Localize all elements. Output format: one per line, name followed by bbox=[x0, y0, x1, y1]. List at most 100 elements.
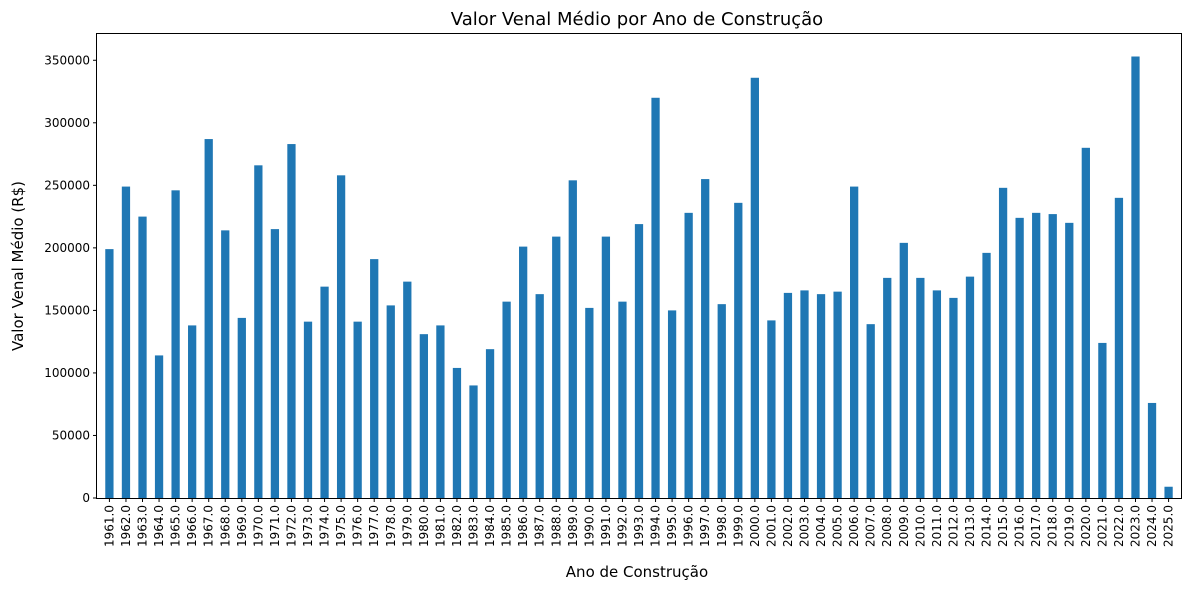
bar-1985.0 bbox=[502, 301, 511, 498]
bar-1977.0 bbox=[370, 259, 379, 498]
x-tick-label: 2003.0 bbox=[798, 505, 812, 547]
y-axis-label: Valor Venal Médio (R$) bbox=[9, 181, 27, 351]
bar-1982.0 bbox=[452, 367, 462, 498]
bar-1970.0 bbox=[254, 165, 263, 498]
x-tick-label: 1970.0 bbox=[251, 505, 265, 547]
y-tick-label: 50000 bbox=[52, 428, 90, 442]
bar-2015.0 bbox=[998, 187, 1008, 498]
bar-1994.0 bbox=[651, 97, 660, 498]
x-tick-label: 1980.0 bbox=[417, 505, 431, 547]
bar-1981.0 bbox=[436, 325, 445, 498]
bar-1968.0 bbox=[221, 230, 230, 499]
y-tick-label: 250000 bbox=[44, 178, 90, 192]
plot-frame bbox=[96, 33, 1182, 499]
x-tick-label: 2011.0 bbox=[930, 505, 944, 547]
x-tick-label: 2004.0 bbox=[814, 505, 828, 547]
x-tick-label: 1962.0 bbox=[119, 505, 133, 547]
bar-2011.0 bbox=[932, 290, 942, 498]
bar-2025.0 bbox=[1164, 486, 1173, 498]
bar-1967.0 bbox=[204, 139, 213, 498]
bar-1966.0 bbox=[188, 325, 197, 498]
y-tick-label: 200000 bbox=[44, 241, 90, 255]
x-tick-label: 1991.0 bbox=[599, 505, 613, 547]
x-tick-label: 1984.0 bbox=[483, 505, 497, 547]
x-tick-label: 1988.0 bbox=[549, 505, 563, 547]
bar-2024.0 bbox=[1147, 402, 1157, 498]
x-tick-label: 2010.0 bbox=[913, 505, 927, 547]
bar-1962.0 bbox=[121, 186, 131, 498]
bar-1999.0 bbox=[734, 202, 743, 498]
x-tick-label: 1967.0 bbox=[202, 505, 216, 547]
y-tick-label: 100000 bbox=[44, 366, 90, 380]
x-tick-label: 1998.0 bbox=[715, 505, 729, 547]
x-tick-label: 1978.0 bbox=[384, 505, 398, 547]
chart-title: Valor Venal Médio por Ano de Construção bbox=[451, 9, 823, 30]
bar-1998.0 bbox=[717, 304, 726, 498]
bar-2007.0 bbox=[866, 324, 875, 498]
bar-2001.0 bbox=[767, 320, 776, 498]
bar-1961.0 bbox=[105, 249, 114, 498]
x-tick-label: 2025.0 bbox=[1162, 505, 1176, 547]
x-tick-label: 1972.0 bbox=[284, 505, 298, 547]
x-tick-label: 2001.0 bbox=[764, 505, 778, 547]
x-tick-label: 1990.0 bbox=[582, 505, 596, 547]
bar-1971.0 bbox=[270, 229, 280, 499]
x-tick-label: 1965.0 bbox=[169, 505, 183, 547]
x-tick-label: 1964.0 bbox=[152, 505, 166, 547]
bar-2012.0 bbox=[949, 297, 958, 498]
x-tick-label: 1966.0 bbox=[185, 505, 199, 547]
bar-1989.0 bbox=[568, 180, 577, 498]
bar-1969.0 bbox=[237, 317, 246, 498]
x-tick-label: 1982.0 bbox=[450, 505, 464, 547]
bars-group bbox=[105, 56, 1173, 499]
x-tick-label: 1997.0 bbox=[698, 505, 712, 547]
y-tick-label: 150000 bbox=[44, 303, 90, 317]
bar-1988.0 bbox=[552, 236, 561, 499]
bar-2004.0 bbox=[816, 294, 826, 498]
x-tick-label: 2007.0 bbox=[864, 505, 878, 547]
bar-1976.0 bbox=[353, 321, 362, 498]
x-tick-label: 2012.0 bbox=[946, 505, 960, 547]
bar-2008.0 bbox=[883, 277, 892, 498]
x-tick-label: 1977.0 bbox=[367, 505, 381, 547]
bar-1987.0 bbox=[535, 294, 544, 498]
y-tick-label: 350000 bbox=[44, 53, 90, 67]
bar-1992.0 bbox=[618, 301, 627, 498]
x-tick-label: 1992.0 bbox=[615, 505, 629, 547]
x-tick-label: 2017.0 bbox=[1029, 505, 1043, 547]
x-tick-label: 1973.0 bbox=[301, 505, 315, 547]
x-tick-label: 1983.0 bbox=[467, 505, 481, 547]
bar-1964.0 bbox=[154, 355, 164, 498]
x-tick-label: 2015.0 bbox=[996, 505, 1010, 547]
x-tick-label: 2013.0 bbox=[963, 505, 977, 547]
bar-1997.0 bbox=[701, 179, 710, 498]
x-tick-label: 2018.0 bbox=[1046, 505, 1060, 547]
x-tick-label: 2008.0 bbox=[880, 505, 894, 547]
bar-2017.0 bbox=[1032, 212, 1041, 498]
x-tick-label: 1976.0 bbox=[351, 505, 365, 547]
x-tick-label: 1969.0 bbox=[235, 505, 249, 547]
bar-2000.0 bbox=[750, 77, 759, 499]
bar-1984.0 bbox=[485, 349, 495, 498]
x-tick-label: 1996.0 bbox=[682, 505, 696, 547]
x-tick-label: 1979.0 bbox=[400, 505, 414, 547]
bar-1980.0 bbox=[419, 334, 428, 498]
x-tick-label: 1987.0 bbox=[533, 505, 547, 547]
y-tick-label: 300000 bbox=[44, 116, 90, 130]
x-tick-label: 1963.0 bbox=[136, 505, 150, 547]
x-tick-label: 1995.0 bbox=[665, 505, 679, 547]
x-tick-label: 2006.0 bbox=[847, 505, 861, 547]
bar-1965.0 bbox=[171, 190, 180, 498]
bar-1991.0 bbox=[601, 236, 611, 499]
bar-2023.0 bbox=[1131, 56, 1140, 498]
x-tick-label: 2009.0 bbox=[897, 505, 911, 547]
x-tick-label: 2020.0 bbox=[1079, 505, 1093, 547]
bar-2006.0 bbox=[850, 186, 859, 498]
bar-2018.0 bbox=[1048, 214, 1057, 498]
x-tick-label: 1981.0 bbox=[433, 505, 447, 547]
bar-2022.0 bbox=[1114, 197, 1124, 498]
x-axis: 1961.0 1962.0 1963.0 1964.0 1965.0 1966.0 1967… bbox=[102, 498, 1176, 547]
x-tick-label: 2005.0 bbox=[831, 505, 845, 547]
bar-1963.0 bbox=[138, 216, 147, 498]
x-tick-label: 2022.0 bbox=[1112, 505, 1126, 547]
